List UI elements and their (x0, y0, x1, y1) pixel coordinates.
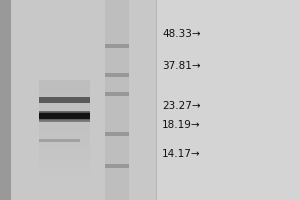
Bar (39, 104, 90, 106)
Bar (39, 97, 90, 103)
Bar (39, 118, 90, 119)
Bar (105, 73, 129, 77)
Bar (39, 114, 90, 115)
Bar (39, 115, 90, 116)
Bar (39, 146, 90, 148)
Bar (39, 139, 80, 142)
Bar (39, 138, 90, 140)
Text: 37.81→: 37.81→ (162, 61, 201, 71)
Bar (39, 136, 90, 138)
Bar (39, 90, 90, 92)
Bar (105, 0, 129, 200)
Bar (39, 86, 90, 88)
Bar (39, 118, 90, 120)
Bar (156, 0, 300, 200)
Bar (39, 150, 90, 152)
Bar (39, 98, 90, 100)
Bar (105, 164, 129, 168)
Bar (39, 112, 90, 114)
Bar (39, 134, 90, 136)
Text: 23.27→: 23.27→ (162, 101, 201, 111)
Bar (39, 148, 90, 150)
Bar (0, 0, 11, 200)
Bar (39, 128, 90, 130)
Bar (39, 116, 90, 117)
Bar (39, 94, 90, 96)
Bar (39, 84, 90, 86)
Bar (39, 168, 90, 170)
Bar (39, 122, 90, 124)
Bar (39, 124, 90, 126)
Bar (39, 120, 90, 121)
Bar (39, 158, 90, 160)
Bar (39, 80, 90, 82)
Bar (39, 132, 90, 134)
Bar (39, 114, 90, 116)
Bar (39, 160, 90, 162)
Bar (39, 102, 90, 104)
Bar (39, 113, 90, 119)
Bar (39, 119, 90, 120)
Bar (39, 176, 90, 178)
Bar (39, 140, 90, 142)
Bar (39, 144, 90, 146)
Bar (39, 142, 90, 144)
Bar (39, 154, 90, 156)
Bar (39, 96, 90, 98)
Text: 14.17→: 14.17→ (162, 149, 201, 159)
Bar (39, 108, 90, 110)
Text: 48.33→: 48.33→ (162, 29, 201, 39)
Text: 18.19→: 18.19→ (162, 120, 201, 130)
Bar (0, 0, 156, 200)
Bar (39, 92, 90, 94)
Bar (39, 113, 90, 114)
Bar (39, 164, 90, 166)
Bar (39, 88, 90, 90)
Bar (39, 156, 90, 158)
Bar (39, 130, 90, 132)
Bar (39, 121, 90, 122)
Bar (39, 120, 90, 122)
Bar (39, 116, 90, 118)
Bar (39, 110, 90, 111)
Bar (39, 112, 90, 113)
Bar (39, 106, 90, 108)
Bar (39, 166, 90, 168)
Bar (39, 126, 90, 128)
Bar (105, 132, 129, 136)
Bar (39, 174, 90, 176)
Bar (39, 117, 90, 118)
Bar (39, 100, 90, 102)
Bar (39, 110, 90, 112)
Bar (39, 170, 90, 172)
Bar (105, 92, 129, 96)
Bar (39, 111, 90, 112)
Bar (39, 172, 90, 174)
Bar (39, 82, 90, 84)
Bar (105, 44, 129, 48)
Bar (39, 162, 90, 164)
Bar (39, 152, 90, 154)
Bar (39, 178, 90, 180)
